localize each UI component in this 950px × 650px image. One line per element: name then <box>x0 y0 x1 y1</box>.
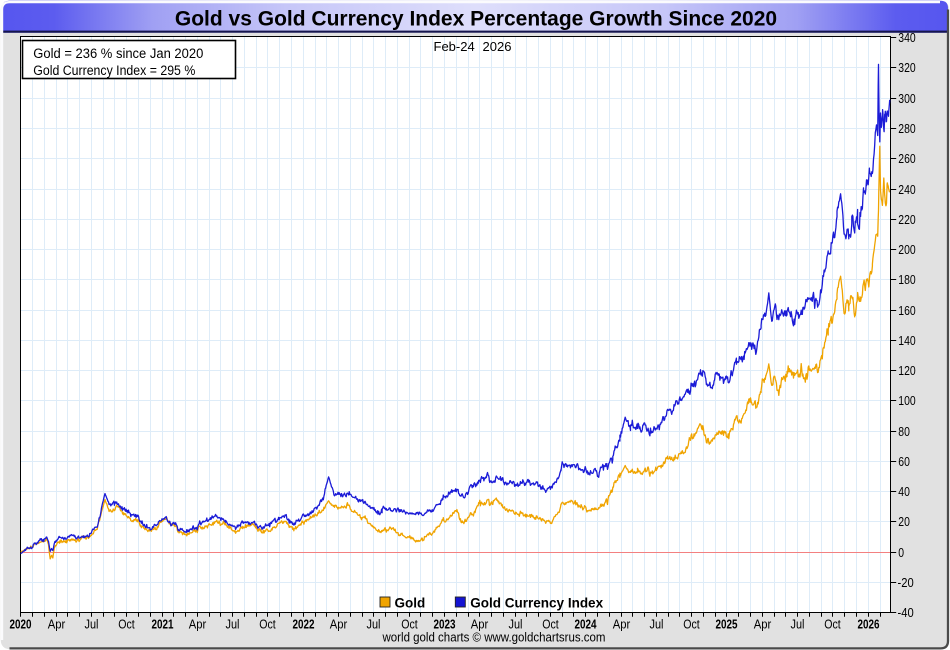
svg-text:180: 180 <box>898 272 915 287</box>
svg-text:40: 40 <box>898 484 910 499</box>
svg-text:Apr: Apr <box>471 617 489 632</box>
svg-text:Apr: Apr <box>48 617 66 632</box>
svg-text:Oct: Oct <box>824 617 841 632</box>
svg-text:160: 160 <box>898 303 915 318</box>
svg-text:240: 240 <box>898 182 915 197</box>
svg-text:Oct: Oct <box>401 617 418 632</box>
svg-text:2024: 2024 <box>575 617 598 632</box>
svg-text:20: 20 <box>898 514 910 529</box>
svg-text:Jul: Jul <box>509 617 523 632</box>
svg-text:Gold = 236 % since Jan 2020: Gold = 236 % since Jan 2020 <box>33 46 203 61</box>
svg-text:320: 320 <box>898 60 915 75</box>
svg-text:Gold Currency Index: Gold Currency Index <box>470 595 603 610</box>
svg-text:340: 340 <box>898 30 915 45</box>
svg-text:Jul: Jul <box>85 617 99 632</box>
svg-text:120: 120 <box>898 363 915 378</box>
svg-text:Oct: Oct <box>542 617 559 632</box>
svg-text:2022: 2022 <box>293 617 315 632</box>
svg-text:world gold charts © www.goldch: world gold charts © www.goldchartsrus.co… <box>382 630 606 644</box>
svg-text:280: 280 <box>898 121 915 136</box>
svg-text:Gold vs Gold Currency Index Pe: Gold vs Gold Currency Index Percentage G… <box>175 7 777 30</box>
svg-text:Apr: Apr <box>330 617 348 632</box>
svg-text:Oct: Oct <box>118 617 135 632</box>
svg-text:Jul: Jul <box>367 617 381 632</box>
svg-text:-20: -20 <box>898 575 914 590</box>
svg-text:100: 100 <box>898 393 915 408</box>
svg-text:60: 60 <box>898 454 910 469</box>
svg-text:2025: 2025 <box>716 617 738 632</box>
svg-text:Apr: Apr <box>613 617 631 632</box>
svg-text:Apr: Apr <box>754 617 772 632</box>
svg-text:80: 80 <box>898 424 910 439</box>
svg-text:220: 220 <box>898 212 915 227</box>
svg-text:0: 0 <box>898 545 904 560</box>
svg-text:2020: 2020 <box>10 617 32 632</box>
svg-text:260: 260 <box>898 151 915 166</box>
svg-text:Oct: Oct <box>259 617 276 632</box>
svg-text:2026: 2026 <box>483 39 512 54</box>
svg-text:Jul: Jul <box>226 617 240 632</box>
svg-text:2026: 2026 <box>858 617 880 632</box>
svg-text:200: 200 <box>898 242 915 257</box>
svg-text:2023: 2023 <box>434 617 456 632</box>
svg-text:Jul: Jul <box>791 617 805 632</box>
svg-text:2021: 2021 <box>152 617 174 632</box>
svg-text:Apr: Apr <box>189 617 207 632</box>
svg-text:Gold: Gold <box>395 595 426 610</box>
svg-text:300: 300 <box>898 91 915 106</box>
svg-text:Jul: Jul <box>650 617 664 632</box>
svg-text:-40: -40 <box>898 605 914 620</box>
svg-text:140: 140 <box>898 333 915 348</box>
svg-text:Feb-24: Feb-24 <box>434 39 475 54</box>
svg-text:Gold Currency Index = 295 %: Gold Currency Index = 295 % <box>33 63 195 78</box>
svg-text:Oct: Oct <box>683 617 700 632</box>
